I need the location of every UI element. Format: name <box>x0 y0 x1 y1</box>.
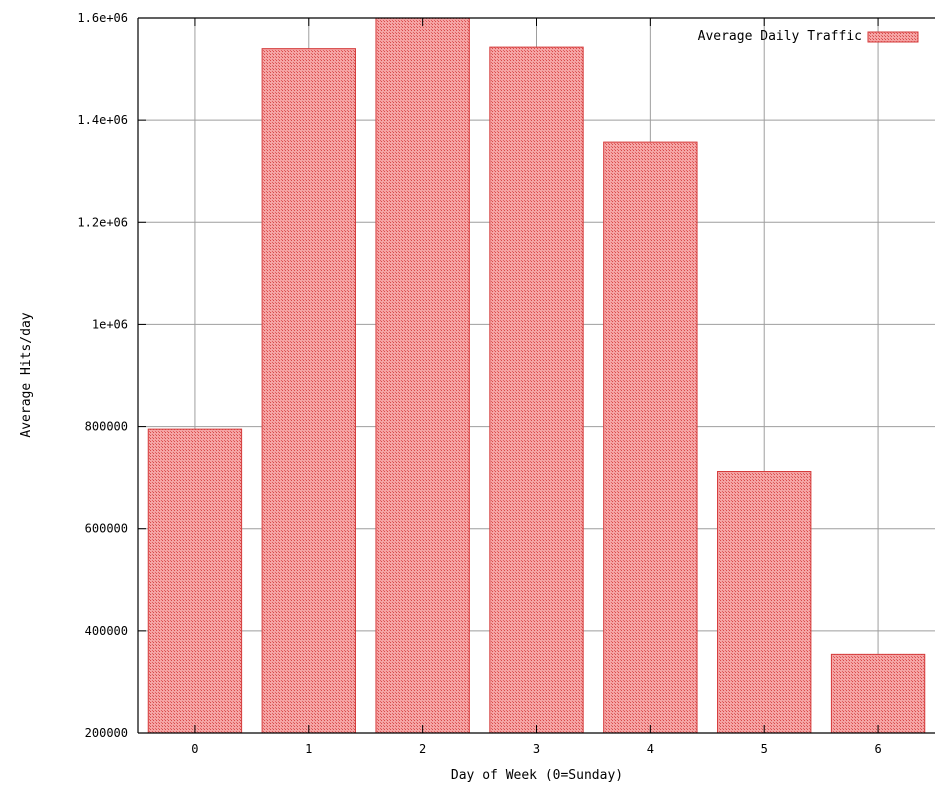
bar <box>489 46 584 734</box>
x-axis-title: Day of Week (0=Sunday) <box>451 768 623 783</box>
x-tick-label: 6 <box>874 742 881 756</box>
x-tick-label: 5 <box>761 742 768 756</box>
y-tick-label: 1.2e+06 <box>77 215 128 229</box>
y-tick-label: 600000 <box>85 522 128 536</box>
bar <box>375 17 470 734</box>
bars <box>147 17 926 734</box>
y-axis-title: Average Hits/day <box>19 312 34 437</box>
y-tick-label: 200000 <box>85 726 128 740</box>
x-tick-label: 0 <box>191 742 198 756</box>
bar <box>147 428 243 734</box>
bar <box>717 471 812 734</box>
x-tick-label: 2 <box>419 742 426 756</box>
bar <box>261 48 356 734</box>
x-tick-label: 1 <box>305 742 312 756</box>
y-tick-label: 800000 <box>85 420 128 434</box>
x-tick-label: 4 <box>647 742 654 756</box>
y-tick-label: 1.4e+06 <box>77 113 128 127</box>
axes: 200000 400000 600000 800000 1e+06 1.2e+06 1.4e… <box>77 11 935 756</box>
y-tick-label: 1.6e+06 <box>77 11 128 25</box>
x-tick-label: 3 <box>533 742 540 756</box>
legend-label: Average Daily Traffic <box>698 29 862 44</box>
bar <box>603 141 698 734</box>
y-tick-label: 1e+06 <box>92 317 128 331</box>
y-tick-label: 400000 <box>85 624 128 638</box>
legend-swatch <box>867 31 919 43</box>
bar <box>830 653 926 734</box>
legend: Average Daily Traffic <box>698 29 919 44</box>
